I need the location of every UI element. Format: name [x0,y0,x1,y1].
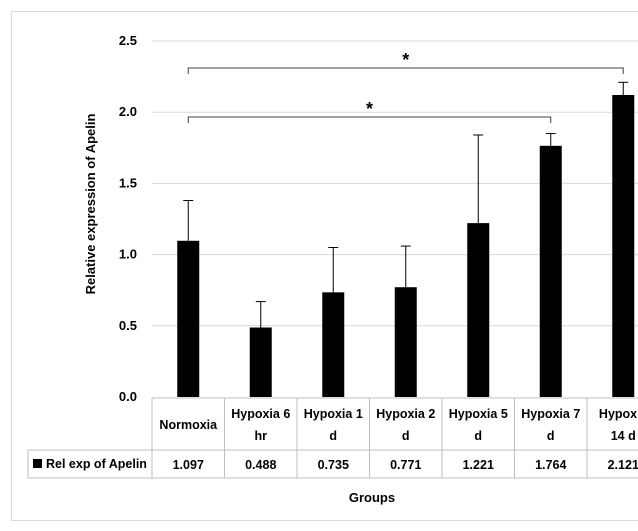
data-label: 0.488 [245,458,276,472]
significance-bracket [187,67,624,74]
bar [394,287,417,397]
category-label: hr [255,429,268,443]
error-bars [183,81,629,328]
category-label: Hypoxia 1 [304,407,363,421]
gridlines [152,40,638,327]
data-label: 0.771 [390,458,421,472]
category-label: Hypoxia 7 [521,407,580,421]
significance-brackets: ** [187,50,624,123]
significance-star: * [402,50,409,70]
category-label: Hypoxia 5 [449,407,508,421]
bars [177,94,635,397]
category-label: d [329,429,337,443]
data-label: 1.764 [535,458,566,472]
category-label: d [402,429,410,443]
x-axis-label: Groups [349,490,395,505]
category-label: d [547,429,555,443]
bar [539,145,562,397]
y-tick-label: 1.0 [119,247,137,262]
data-label: 1.221 [463,458,494,472]
bar [467,223,490,397]
category-label: Hypoxia 2 [376,407,435,421]
significance-bracket [187,116,552,123]
category-label: Normoxia [159,418,218,432]
category-label: 14 d [611,429,636,443]
bar [322,292,345,397]
y-axis-label: Relative expression of Apelin [83,114,98,295]
chart-frame [11,11,638,521]
category-label: Hypoxia 6 [231,407,290,421]
y-tick-label: 2.0 [119,104,137,119]
data-label: 0.735 [318,458,349,472]
category-label: d [474,429,482,443]
legend-swatch [33,459,42,468]
y-tick-label: 2.5 [119,33,137,48]
bar [249,327,272,397]
y-axis: 0.0 0.5 1.0 1.5 2.0 2.5 [119,33,137,404]
y-tick-label: 0.0 [119,389,137,404]
data-label: 1.097 [173,458,204,472]
bar [177,240,200,397]
significance-star: * [366,99,373,119]
y-tick-label: 0.5 [119,318,137,333]
legend-label: Rel exp of Apelin [46,457,147,471]
category-label: Hypoxia [599,407,638,421]
data-label: 2.121 [608,458,638,472]
bar [612,94,635,397]
y-tick-label: 1.5 [119,175,137,190]
